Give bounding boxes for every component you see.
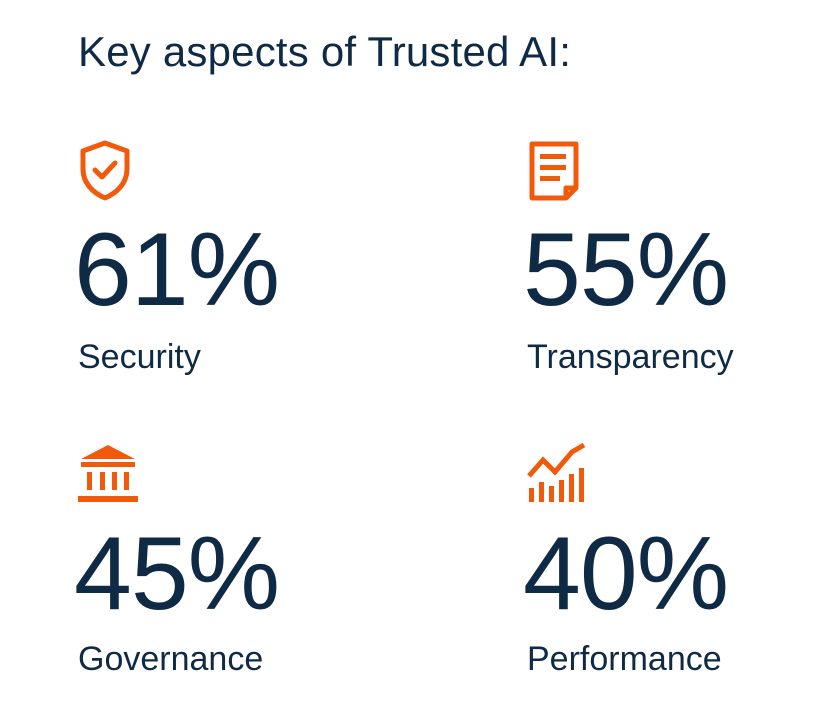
stat-label: Performance	[527, 640, 722, 678]
stat-value: 61%	[74, 212, 280, 328]
growth-chart-icon	[527, 442, 587, 504]
institution-building-icon	[78, 442, 138, 504]
shield-check-icon	[78, 140, 138, 202]
stat-label: Security	[78, 338, 201, 376]
stat-value: 40%	[523, 516, 729, 632]
document-icon	[527, 140, 587, 202]
stat-label: Transparency	[527, 338, 734, 376]
stat-label: Governance	[78, 640, 264, 678]
page-title: Key aspects of Trusted AI:	[78, 28, 572, 75]
stat-value: 55%	[523, 212, 729, 328]
stat-value: 45%	[74, 516, 280, 632]
